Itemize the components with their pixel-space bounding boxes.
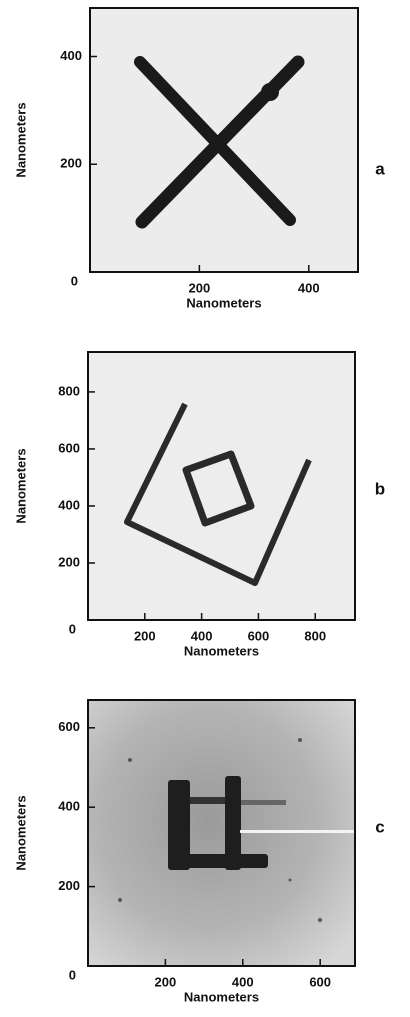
y-axis-label: Nanometers [13,102,28,177]
panel-letter: a [375,159,385,178]
x-axis-label: Nanometers [186,295,261,310]
y-axis-label: Nanometers [13,795,28,870]
x-tick-label: 200 [155,974,177,989]
x-tick-label: 400 [191,628,213,643]
y-tick-label: 200 [60,156,82,171]
origin-label: 0 [71,273,78,288]
origin-label: 0 [69,967,76,982]
y-tick-label: 400 [60,48,82,63]
y-tick-label: 400 [58,497,80,512]
x-tick-label: 600 [309,974,331,989]
y-tick-label: 200 [58,554,80,569]
x-tick-label: 200 [189,280,211,295]
origin-label: 0 [69,621,76,636]
x-tick-label: 200 [134,628,156,643]
x-axis-label: Nanometers [184,989,259,1004]
y-tick-label: 800 [58,383,80,398]
y-tick-label: 600 [58,719,80,734]
x-tick-label: 400 [232,974,254,989]
figure: 200 400 200 400 0 Nanometers Nanometers a 200 400… [0,0,410,1017]
x-tick-label: 800 [304,628,326,643]
x-tick-label: 600 [248,628,270,643]
x-tick-label: 400 [298,280,320,295]
panel-b-image [88,352,355,620]
y-tick-label: 600 [58,440,80,455]
panel-letter: c [375,817,384,836]
x-axis-label: Nanometers [184,643,259,658]
y-tick-label: 400 [58,799,80,814]
panel-letter: b [375,479,385,498]
y-tick-label: 200 [58,878,80,893]
y-axis-label: Nanometers [13,448,28,523]
